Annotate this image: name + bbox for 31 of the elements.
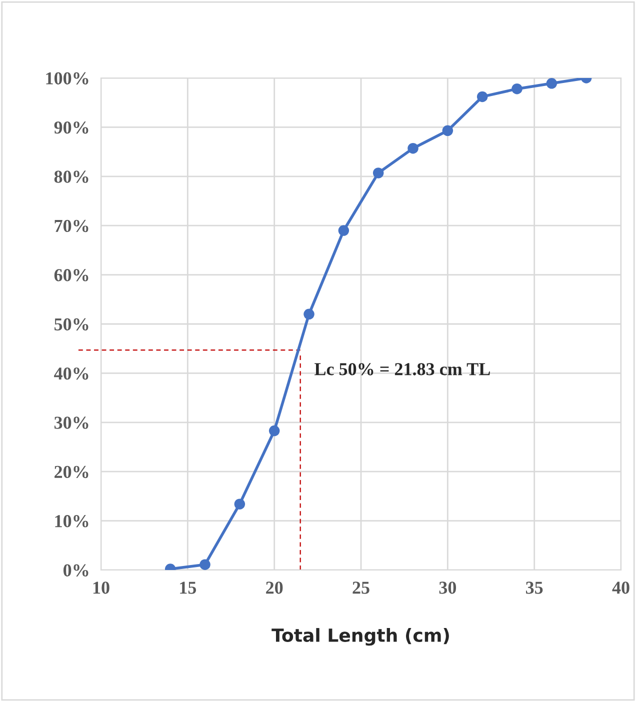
y-tick-label: 50% — [54, 318, 88, 330]
x-tick-label: 25 — [352, 582, 370, 594]
y-tick-label: 40% — [54, 367, 88, 380]
y-tick-label: 30% — [54, 416, 88, 429]
x-tick-label: 10 — [93, 582, 110, 594]
x-tick-label: 40 — [612, 582, 630, 594]
y-tick-label: 0% — [63, 564, 88, 576]
y-tick-label: 70% — [54, 220, 88, 232]
point — [442, 125, 454, 136]
point — [372, 168, 384, 178]
point — [200, 559, 210, 570]
point — [512, 83, 522, 94]
y-tick-label: 80% — [54, 170, 88, 183]
y-tick-label: 60% — [54, 269, 88, 282]
y-tick-label: 20% — [54, 466, 88, 478]
point — [338, 225, 350, 236]
x-tick-label: 35 — [526, 582, 543, 594]
point — [476, 91, 488, 102]
y-tick-label: 100% — [46, 72, 88, 84]
x-tick-label: 30 — [439, 582, 456, 594]
point — [546, 78, 558, 89]
point — [268, 425, 280, 436]
annotation: Lc 50% = 21.83 cm TL — [314, 363, 490, 376]
y-tick-label: 10% — [55, 515, 88, 528]
point — [408, 142, 418, 154]
y-tick-label: 90% — [54, 121, 88, 134]
x-tick-label: 15 — [180, 582, 196, 594]
x-axis-title: Total Length (cm) — [272, 628, 449, 646]
point — [304, 308, 314, 320]
x-tick-label: 20 — [266, 582, 283, 594]
point — [234, 498, 246, 510]
